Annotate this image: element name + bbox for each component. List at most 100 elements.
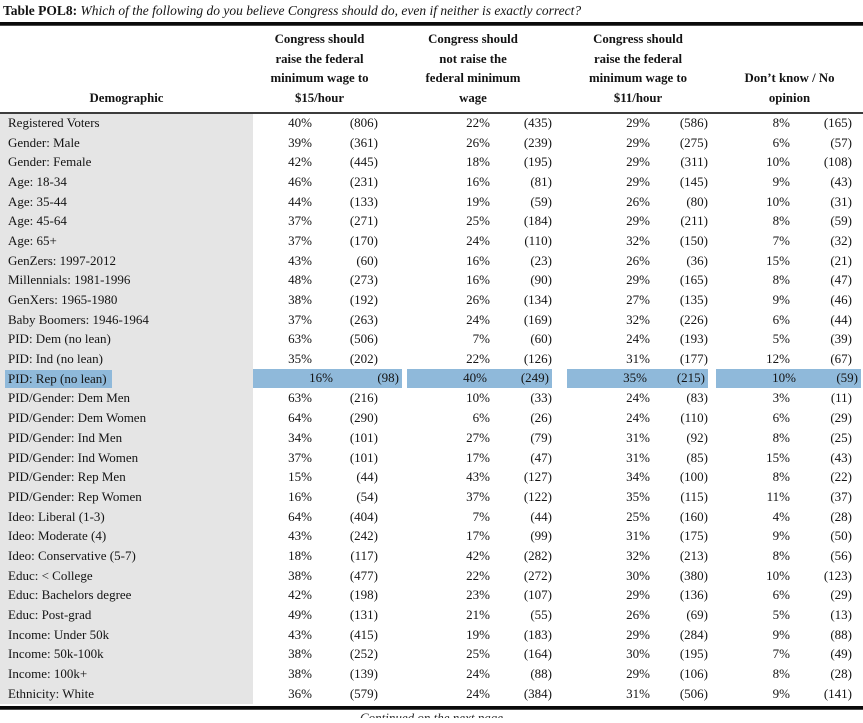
- value-pair: 24% (88): [440, 666, 552, 682]
- data-cell: 4% (28): [716, 507, 863, 527]
- table-row: GenZers: 1997-2012 43% (60) 16% (23) 26% (36) 1…: [0, 250, 863, 271]
- row-demographic-cell: Educ: Bachelors degree: [0, 585, 253, 606]
- data-cell: 31% (92): [560, 428, 716, 448]
- n-value: (290): [349, 410, 378, 426]
- percent-value: 16%: [309, 370, 333, 386]
- value-pair: 64% (404): [262, 509, 378, 525]
- n-value: (85): [686, 449, 708, 465]
- data-cell: 37% (271): [253, 211, 386, 231]
- percent-value: 29%: [626, 154, 650, 170]
- n-value: (404): [349, 508, 378, 524]
- data-cell: 39% (361): [253, 133, 386, 153]
- row-demographic-label: GenZers: 1997-2012: [8, 252, 116, 268]
- value-pair: 34% (101): [262, 430, 378, 446]
- n-value: (110): [680, 410, 708, 426]
- row-demographic-label: Educ: < College: [8, 567, 93, 583]
- percent-value: 10%: [766, 193, 790, 209]
- value-pair: 31% (506): [600, 686, 708, 702]
- n-value: (31): [830, 193, 852, 209]
- data-cell: 43% (60): [253, 251, 386, 271]
- data-cell: 32% (213): [560, 546, 716, 566]
- value-pair: 29% (311): [600, 154, 708, 170]
- data-cell: 48% (273): [253, 271, 386, 291]
- n-value: (175): [679, 528, 708, 544]
- n-value: (384): [523, 685, 552, 701]
- data-cell: 8% (59): [716, 211, 863, 231]
- n-value: (284): [679, 626, 708, 642]
- data-cell: 42% (282): [386, 546, 560, 566]
- data-cell: 15% (21): [716, 251, 863, 271]
- value-pair: 16% (90): [440, 272, 552, 288]
- value-pair: 29% (284): [600, 627, 708, 643]
- table-header: Demographic Congress should raise the fe…: [0, 26, 863, 114]
- data-cell: 9% (50): [716, 526, 863, 546]
- percent-value: 31%: [626, 528, 650, 544]
- table-row: Gender: Male 39% (361) 26% (239) 29% (275) 6% (5…: [0, 132, 863, 153]
- percent-value: 23%: [466, 587, 490, 603]
- n-value: (579): [349, 685, 378, 701]
- percent-value: 29%: [626, 666, 650, 682]
- data-cell: 31% (175): [560, 526, 716, 546]
- table-row: Age: 45-64 37% (271) 25% (184) 29% (211) 8% (59): [0, 211, 863, 232]
- data-cell: 19% (59): [386, 192, 560, 212]
- n-value: (28): [830, 508, 852, 524]
- data-cell: 43% (242): [253, 526, 386, 546]
- percent-value: 42%: [466, 547, 490, 563]
- percent-value: 22%: [466, 567, 490, 583]
- percent-value: 37%: [288, 232, 312, 248]
- value-pair: 22% (272): [440, 568, 552, 584]
- value-pair: 16% (54): [262, 489, 378, 505]
- n-value: (477): [349, 567, 378, 583]
- table-row: Age: 35-44 44% (133) 19% (59) 26% (80) 10% (31): [0, 191, 863, 212]
- n-value: (311): [680, 154, 708, 170]
- data-cell: 21% (55): [386, 605, 560, 625]
- data-cell: 16% (81): [386, 172, 560, 192]
- percent-value: 8%: [772, 213, 790, 229]
- value-pair: 25% (160): [600, 509, 708, 525]
- n-value: (28): [830, 666, 852, 682]
- percent-value: 9%: [772, 173, 790, 189]
- table-row: Ideo: Conservative (5-7) 18% (117) 42% (282)…: [0, 546, 863, 566]
- n-value: (139): [349, 666, 378, 682]
- table-row: Age: 65+ 37% (170) 24% (110) 32% (150) 7% (32): [0, 231, 863, 251]
- percent-value: 15%: [766, 252, 790, 268]
- row-demographic-label: PID/Gender: Rep Men: [8, 469, 126, 485]
- n-value: (47): [530, 449, 552, 465]
- value-pair: 24% (384): [440, 686, 552, 702]
- percent-value: 9%: [772, 626, 790, 642]
- data-cell: 29% (275): [560, 133, 716, 153]
- table-row: Educ: < College 38% (477) 22% (272) 30% (380) 1…: [0, 565, 863, 586]
- value-pair: 42% (282): [440, 548, 552, 564]
- value-pair: 37% (170): [262, 233, 378, 249]
- percent-value: 32%: [626, 232, 650, 248]
- n-value: (99): [530, 528, 552, 544]
- percent-value: 8%: [772, 115, 790, 131]
- value-pair: 7% (44): [440, 509, 552, 525]
- value-pair: 24% (110): [600, 410, 708, 426]
- table-row: PID: Ind (no lean) 35% (202) 22% (126) 31% (17…: [0, 349, 863, 369]
- row-demographic-cell: Income: Under 50k: [0, 624, 253, 645]
- percent-value: 8%: [772, 547, 790, 563]
- table-body: Registered Voters 40% (806) 22% (435) 29% (586…: [0, 113, 863, 704]
- data-cell: 6% (29): [716, 586, 863, 606]
- percent-value: 22%: [466, 351, 490, 367]
- data-cell: 32% (150): [560, 231, 716, 251]
- data-cell: 30% (195): [560, 645, 716, 665]
- data-cell: 6% (44): [716, 310, 863, 330]
- n-value: (49): [830, 646, 852, 662]
- top-rule: [0, 22, 863, 26]
- percent-value: 16%: [288, 488, 312, 504]
- n-value: (13): [830, 607, 852, 623]
- row-demographic-label: PID/Gender: Rep Women: [8, 488, 142, 504]
- data-cell: 32% (226): [560, 310, 716, 330]
- percent-value: 63%: [288, 331, 312, 347]
- table-title-question: Which of the following do you believe Co…: [80, 3, 582, 18]
- n-value: (165): [823, 115, 852, 131]
- row-demographic-label: PID: Rep (no lean): [5, 369, 112, 388]
- percent-value: 6%: [472, 410, 490, 426]
- table-row: Ideo: Liberal (1-3) 64% (404) 7% (44) 25% (160…: [0, 506, 863, 527]
- data-cell: 23% (107): [386, 586, 560, 606]
- row-demographic-cell: Age: 45-64: [0, 211, 253, 232]
- row-demographic-label: Ideo: Conservative (5-7): [8, 547, 136, 563]
- data-cell: 7% (60): [386, 330, 560, 350]
